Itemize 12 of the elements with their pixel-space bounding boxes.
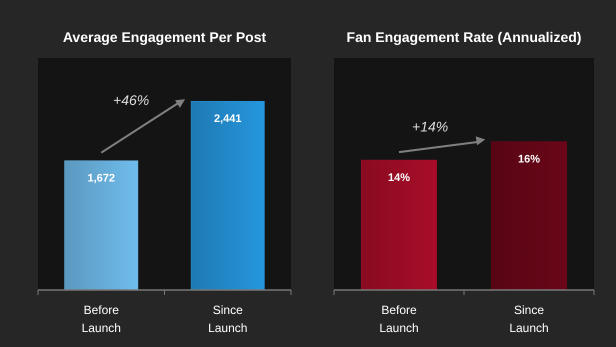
data-label: 16% — [518, 154, 540, 166]
annotation: +14% — [412, 118, 448, 135]
chart-title: Fan Engagement Rate (Annualized) — [346, 29, 582, 45]
data-label: 2,441 — [214, 113, 242, 126]
x-tick-label: Before Launch — [82, 303, 121, 335]
x-tick-label: Before Launch — [379, 303, 419, 335]
data-label: 14% — [388, 172, 410, 184]
x-tick-label: Since Launch — [509, 303, 549, 335]
data-label: 1,672 — [87, 172, 116, 185]
chart-title: Average Engagement Per Post — [62, 29, 266, 45]
annotation: +46% — [113, 92, 150, 108]
x-tick-label: Since Launch — [208, 303, 248, 335]
